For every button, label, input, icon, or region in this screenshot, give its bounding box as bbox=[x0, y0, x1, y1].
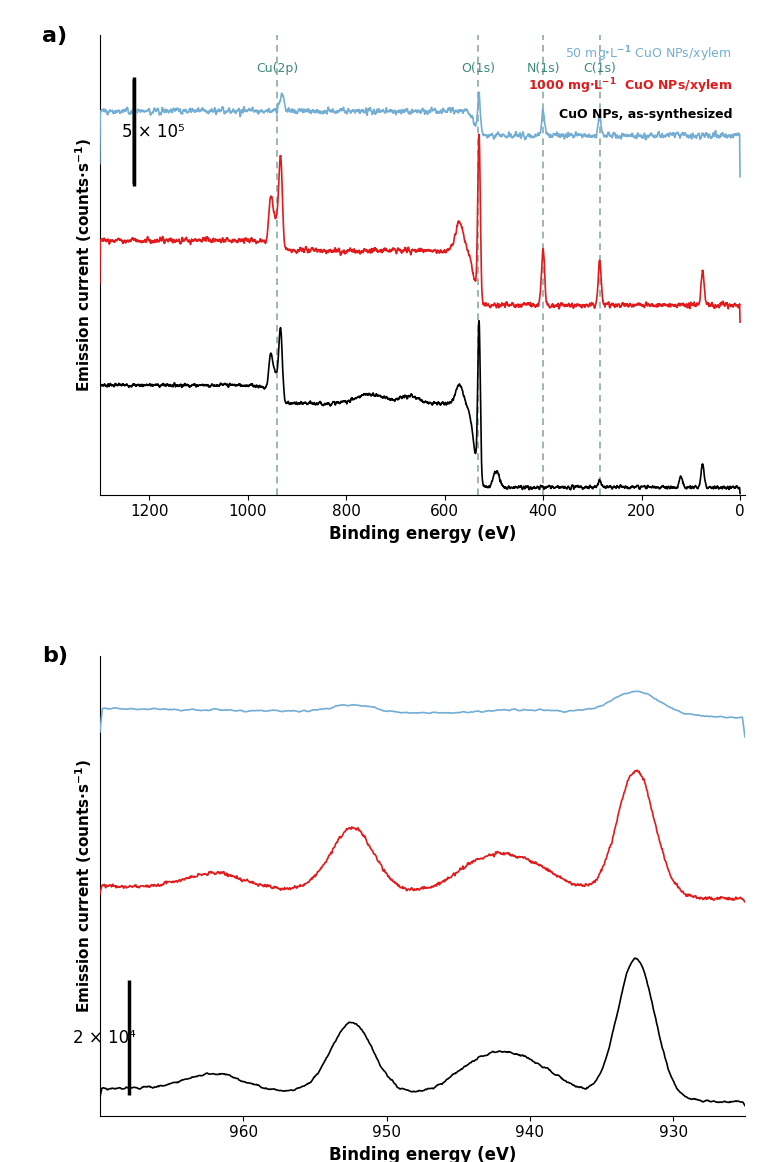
Text: N(1s): N(1s) bbox=[526, 62, 560, 74]
Text: 50 mg$\mathbf{\cdot}$L$\mathbf{^{-1}}$ CuO NPs/xylem: 50 mg$\mathbf{\cdot}$L$\mathbf{^{-1}}$ C… bbox=[565, 44, 732, 64]
X-axis label: Binding energy (eV): Binding energy (eV) bbox=[329, 525, 516, 543]
Text: O(1s): O(1s) bbox=[461, 62, 495, 74]
Text: 2 × 10⁴: 2 × 10⁴ bbox=[73, 1028, 136, 1047]
Y-axis label: Emission current (counts$\mathbf{\cdot}$s$\mathbf{^{-1}}$): Emission current (counts$\mathbf{\cdot}$… bbox=[74, 759, 94, 1013]
X-axis label: Binding energy (eV): Binding energy (eV) bbox=[329, 1146, 516, 1162]
Text: 5 × 10⁵: 5 × 10⁵ bbox=[122, 123, 184, 141]
Text: C(1s): C(1s) bbox=[583, 62, 616, 74]
Text: b): b) bbox=[41, 646, 68, 667]
Y-axis label: Emission current (counts$\mathbf{\cdot}$s$\mathbf{^{-1}}$): Emission current (counts$\mathbf{\cdot}$… bbox=[74, 137, 94, 392]
Text: 1000 mg$\mathbf{\cdot}$L$\mathbf{^{-1}}$  CuO NPs/xylem: 1000 mg$\mathbf{\cdot}$L$\mathbf{^{-1}}$… bbox=[528, 77, 732, 95]
Text: a): a) bbox=[41, 26, 67, 45]
Text: CuO NPs, as-synthesized: CuO NPs, as-synthesized bbox=[558, 108, 732, 122]
Text: Cu(2p): Cu(2p) bbox=[256, 62, 298, 74]
